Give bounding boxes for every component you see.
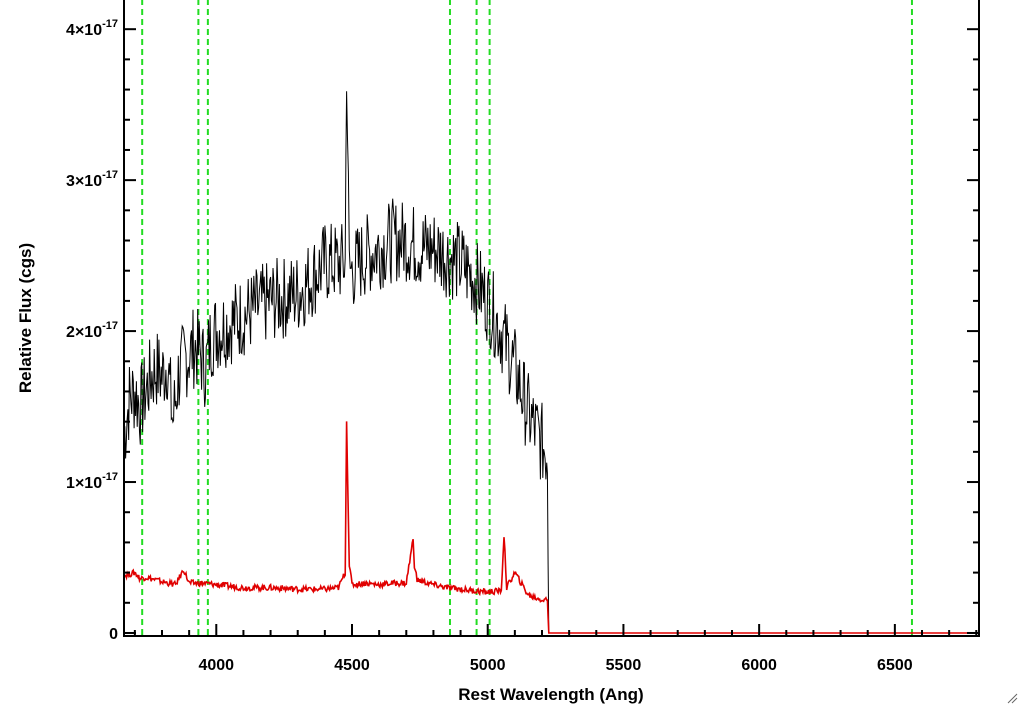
x-tick-label: 4000 — [198, 657, 234, 674]
y-tick-label: 3×10-17 — [66, 169, 118, 190]
y-tick-label: 0 — [109, 626, 118, 643]
x-tick-label: 6000 — [741, 657, 777, 674]
series-line-1 — [123, 421, 979, 634]
x-tick-label: 5500 — [606, 657, 642, 674]
y-axis-title: Relative Flux (cgs) — [16, 243, 35, 393]
spectrum-series — [123, 91, 979, 634]
x-axis-title: Rest Wavelength (Ang) — [458, 685, 643, 704]
y-tick-label: 1×10-17 — [66, 471, 118, 492]
resize-grip-icon[interactable] — [1006, 692, 1018, 704]
x-tick-label: 4500 — [334, 657, 370, 674]
axis-ticks — [124, 28, 979, 636]
y-tick-labels: 0 1×10-17 2×10-17 3×10-17 4×10-17 — [66, 18, 118, 643]
x-tick-label: 5000 — [470, 657, 506, 674]
x-tick-label: 6500 — [877, 657, 913, 674]
plot-frame — [123, 0, 980, 637]
y-tick-label: 2×10-17 — [66, 320, 118, 341]
y-tick-label: 4×10-17 — [66, 18, 118, 39]
series-line-0 — [123, 91, 979, 634]
x-tick-labels: 4000 4500 5000 5500 6000 6500 — [198, 657, 912, 674]
reference-lines — [141, 0, 913, 636]
